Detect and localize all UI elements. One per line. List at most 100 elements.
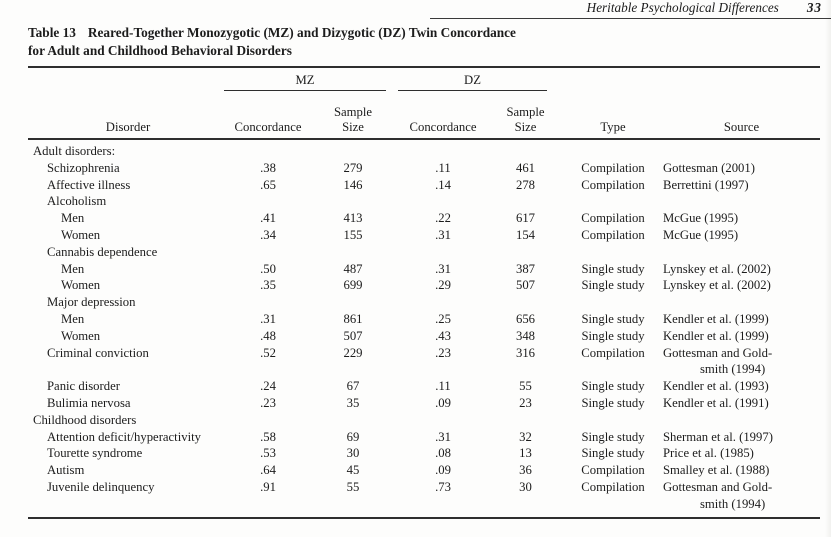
mz-concordance-cell: .53 — [260, 446, 276, 461]
source-line: Berrettini (1997) — [663, 177, 749, 192]
type-cell: Compilation — [581, 177, 645, 192]
disorder-cell: Men — [61, 211, 85, 226]
mz-sample-size-cell: 155 — [343, 227, 363, 242]
source-line: Kendler et al. (1993) — [663, 379, 769, 394]
dz-sample-size-cell — [488, 294, 563, 311]
type-cell: Single study — [581, 278, 645, 293]
table-row: Criminal conviction .52 229 .23 316 Compilati… — [28, 345, 820, 379]
table-top-rule — [28, 66, 820, 68]
type-cell: Single study — [581, 446, 645, 461]
table-row: Men .41 413 .22 617 Compilation McGue (1995) — [28, 210, 820, 227]
mz-concordance-cell — [228, 412, 308, 429]
dz-sample-size-cell: 461 — [515, 160, 536, 175]
disorder-cell: Affective illness — [47, 177, 131, 192]
section-header-row: Adult disorders: — [28, 143, 820, 160]
mz-sample-size-cell: 699 — [343, 278, 363, 293]
column-spanner-dz: DZ — [398, 73, 547, 91]
mz-sample-size-cell: 507 — [343, 328, 363, 343]
source-cell: Kendler et al. (1999) — [663, 328, 820, 345]
table-row: Men .50 487 .31 387 Single study Lynskey et al… — [28, 261, 820, 278]
source-cell: Berrettini (1997) — [663, 177, 820, 194]
source-line: Lynskey et al. (2002) — [663, 261, 771, 276]
source-line: McGue (1995) — [663, 211, 739, 226]
header-bottom-rule — [28, 138, 820, 140]
table-row: Men .31 861 .25 656 Single study Kendler et al… — [28, 311, 820, 328]
mz-sample-size-cell: 67 — [346, 379, 360, 394]
type-cell: Single study — [581, 328, 645, 343]
table-caption: Table 13 Reared-Together Monozygotic (MZ)… — [28, 24, 668, 59]
mz-sample-size-cell: 487 — [343, 261, 363, 276]
source-cell: Kendler et al. (1991) — [663, 395, 820, 412]
table-row: Juvenile delinquency .91 55 .73 30 Compilatio… — [28, 479, 820, 513]
mz-concordance-cell — [228, 244, 308, 261]
disorder-cell: Panic disorder — [47, 379, 120, 394]
table-row: Panic disorder .24 67 .11 55 Single study Kend… — [28, 378, 820, 395]
dz-concordance-cell: .31 — [435, 261, 451, 276]
mz-sample-size-cell — [308, 412, 398, 429]
source-cell — [663, 143, 820, 160]
disorder-cell: Alcoholism — [47, 194, 107, 209]
dz-sample-size-cell: 278 — [515, 177, 536, 192]
source-line: Price et al. (1985) — [663, 446, 754, 461]
dz-sample-size-cell — [488, 143, 563, 160]
source-cell: Gottesman (2001) — [663, 160, 820, 177]
dz-concordance-cell: .31 — [435, 429, 451, 444]
table-row: Schizophrenia .38 279 .11 461 Compilation Gott… — [28, 160, 820, 177]
disorder-cell: Criminal conviction — [47, 345, 149, 360]
table-bottom-rule — [28, 516, 820, 519]
disorder-cell: Childhood disorders — [33, 412, 137, 427]
source-cell: McGue (1995) — [663, 227, 820, 244]
mz-sample-size-cell: 35 — [346, 395, 360, 410]
source-cell: Gottesman and Gold-smith (1994) — [663, 479, 820, 513]
dz-concordance-cell: .08 — [435, 446, 451, 461]
source-cell: Sherman et al. (1997) — [663, 429, 820, 446]
table-row: Attention deficit/hyperactivity .58 69 .31 3… — [28, 429, 820, 446]
type-cell: Compilation — [581, 463, 645, 478]
disorder-cell: Autism — [47, 463, 85, 478]
column-header-dz-sample-size: Sample Size — [506, 105, 545, 134]
dz-sample-size-cell: 36 — [519, 463, 532, 478]
dz-sample-size-cell: 13 — [519, 446, 532, 461]
mz-concordance-cell: .35 — [260, 278, 276, 293]
mz-sample-size-cell — [308, 244, 398, 261]
type-cell — [563, 294, 663, 311]
dz-sample-size-cell: 656 — [515, 311, 536, 326]
mz-sample-size-cell: 279 — [343, 160, 363, 175]
source-cell: Smalley et al. (1988) — [663, 462, 820, 479]
mz-concordance-cell — [228, 193, 308, 210]
source-cell: Kendler et al. (1993) — [663, 378, 820, 395]
disorder-cell: Attention deficit/hyperactivity — [47, 429, 201, 444]
dz-sample-size-cell — [488, 412, 563, 429]
dz-sample-size-cell: 617 — [515, 211, 536, 226]
column-header-disorder: Disorder — [105, 119, 151, 134]
source-line: smith (1994) — [700, 496, 766, 511]
disorder-cell: Cannabis dependence — [47, 244, 158, 259]
mz-concordance-cell: .31 — [260, 311, 276, 326]
source-cell — [663, 193, 820, 210]
disorder-cell: Tourette syndrome — [47, 446, 143, 461]
type-cell — [563, 193, 663, 210]
section-header-row: Major depression — [28, 294, 820, 311]
page-number: 33 — [806, 0, 822, 15]
source-line: Gottesman and Gold- — [663, 479, 773, 494]
dz-sample-size-cell: 23 — [519, 395, 532, 410]
mz-concordance-cell: .38 — [260, 160, 276, 175]
mz-sample-size-cell — [308, 193, 398, 210]
mz-concordance-cell: .52 — [260, 345, 276, 360]
disorder-cell: Women — [61, 227, 101, 242]
type-cell — [563, 143, 663, 160]
dz-sample-size-cell: 507 — [515, 278, 536, 293]
source-line: Gottesman (2001) — [663, 160, 755, 175]
dz-sample-size-cell — [488, 193, 563, 210]
dz-concordance-cell — [398, 143, 488, 160]
source-line: smith (1994) — [700, 362, 766, 377]
table-caption-text-line1: Reared-Together Monozygotic (MZ) and Diz… — [87, 25, 516, 40]
mz-sample-size-cell — [308, 143, 398, 160]
dz-sample-size-cell: 154 — [515, 227, 536, 242]
mz-concordance-cell: .65 — [260, 177, 276, 192]
mz-sample-size-cell: 55 — [346, 479, 360, 494]
mz-concordance-cell: .91 — [260, 479, 276, 494]
mz-concordance-cell: .64 — [260, 463, 276, 478]
mz-concordance-cell: .24 — [260, 379, 276, 394]
